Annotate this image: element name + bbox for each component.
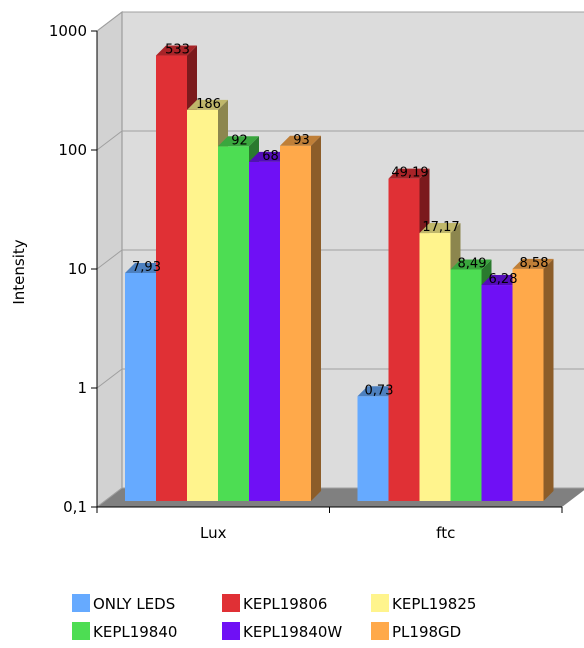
data-labels: 7,93 533 186 92 68 93 0,73 49,19 17,17 8,496,288,…	[132, 43, 548, 399]
bars	[125, 45, 554, 502]
legend-swatch	[72, 594, 90, 612]
gridline	[96, 11, 584, 32]
y-tick-label: 0,1	[63, 498, 87, 516]
bar-top-face	[280, 135, 321, 146]
legend-label: ONLY LEDS	[93, 595, 175, 613]
bar-front-face	[280, 145, 311, 501]
data-label: 17,17	[422, 220, 459, 235]
bar-front-face	[218, 146, 249, 501]
data-label: 0,73	[365, 383, 394, 398]
legend-swatch	[222, 594, 240, 612]
data-label: 7,93	[132, 260, 161, 275]
legend-label: KEPL19806	[243, 595, 327, 613]
bar-top-face	[187, 99, 228, 110]
bar-top-face	[218, 136, 259, 147]
bar	[357, 386, 399, 501]
legend-item: KEPL19806	[222, 594, 327, 613]
legend-swatch	[371, 622, 389, 640]
data-label: 92	[231, 133, 248, 148]
legend-swatch	[222, 622, 240, 640]
axes: 0,1 1 10 100 1000 Lux ftc	[49, 22, 563, 542]
legend-swatch	[72, 622, 90, 640]
bar-front-face	[156, 55, 187, 501]
bar	[280, 135, 321, 501]
bar-side-face	[543, 258, 554, 501]
y-tick-label: 1	[77, 379, 87, 397]
y-tick-label: 100	[58, 141, 87, 159]
bar-front-face	[187, 109, 218, 501]
bar	[512, 258, 554, 501]
bar-top-face	[419, 223, 461, 234]
bar-top-face	[512, 258, 554, 269]
x-tick-label: ftc	[436, 524, 455, 542]
legend-item: KEPL19840	[72, 622, 177, 641]
data-label: 8,49	[458, 256, 487, 271]
bar-front-face	[388, 178, 420, 501]
bar-front-face	[249, 161, 280, 501]
data-label: 68	[262, 149, 279, 164]
legend: ONLY LEDS KEPL19806 KEPL19825 KEPL19840 KEPL…	[72, 594, 476, 641]
x-tick-label: Lux	[200, 524, 227, 542]
data-label: 8,58	[520, 256, 549, 271]
bar-front-face	[419, 233, 451, 502]
legend-label: PL198GD	[392, 623, 461, 641]
y-tick-label: 10	[68, 260, 87, 278]
legend-item: ONLY LEDS	[72, 594, 175, 613]
legend-item: KEPL19840W	[222, 622, 342, 641]
bar-top-face	[481, 275, 523, 286]
bar-top-face	[357, 386, 399, 397]
bar-front-face	[450, 269, 482, 501]
data-label: 6,28	[489, 272, 518, 287]
bar-front-face	[125, 272, 156, 501]
bar-front-face	[357, 396, 389, 501]
data-label: 49,19	[391, 166, 428, 181]
data-label: 186	[196, 97, 221, 112]
legend-item: KEPL19825	[371, 594, 476, 613]
bar-top-face	[125, 262, 166, 273]
bar-top-face	[249, 151, 290, 162]
legend-label: KEPL19825	[392, 595, 476, 613]
bar-side-face	[311, 135, 321, 501]
bar-front-face	[512, 268, 544, 501]
gridline	[96, 130, 584, 151]
y-axis-label: Intensity	[10, 239, 28, 304]
legend-item: PL198GD	[371, 622, 461, 641]
bar-front-face	[481, 285, 513, 501]
legend-swatch	[371, 594, 389, 612]
bar-top-face	[156, 45, 197, 56]
data-label: 93	[293, 133, 310, 148]
legend-label: KEPL19840W	[243, 623, 342, 641]
legend-label: KEPL19840	[93, 623, 177, 641]
bar-top-face	[450, 259, 492, 270]
data-label: 533	[165, 43, 190, 58]
bar-top-face	[388, 168, 430, 179]
y-tick-label: 1000	[49, 22, 87, 40]
